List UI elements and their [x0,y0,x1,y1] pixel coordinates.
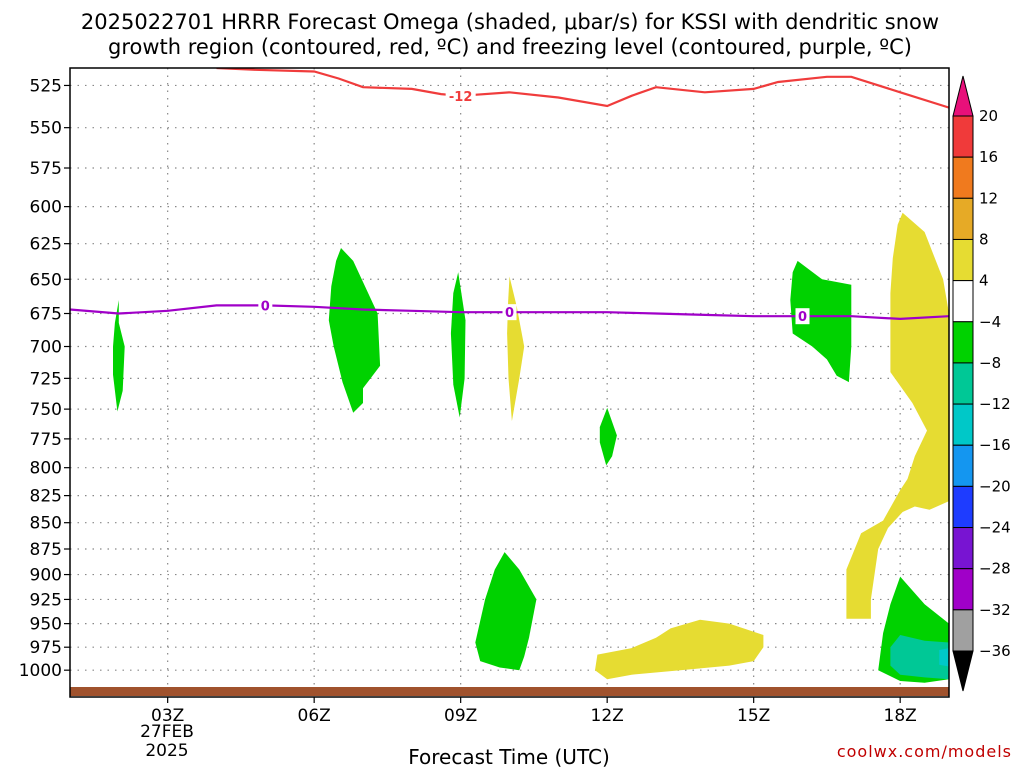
colorbar-band [952,197,974,240]
x-axis-title: Forecast Time (UTC) [408,745,610,768]
colorbar-label: −12 [979,395,1011,413]
y-tick-label: 650 [30,270,62,290]
omega-region [475,552,537,671]
y-tick-label: 625 [30,235,62,255]
y-tick-label: 800 [30,459,62,479]
omega-region [450,272,466,418]
contour-line [216,68,949,109]
omega-region [507,276,525,422]
y-tick-label: 750 [30,400,62,420]
x-tick-label: 06Z [298,706,331,726]
y-tick-label: 925 [30,590,62,610]
omega-region [328,248,381,413]
x-tick-label: 03Z [151,706,184,726]
omega-region [113,300,125,412]
colorbar-band [952,362,974,405]
y-tick-label: 725 [30,369,62,389]
y-tick-label: 775 [30,430,62,450]
credit-text: coolwx.com/models [837,742,1012,761]
temperature-contours: -12 0 0 0 [70,68,949,325]
colorbar-label: −32 [979,601,1011,619]
colorbar-legend: 20 16 12 8 4 −4 −8 −12 −16 −20 −24 −28 −32 −36 [952,75,1011,692]
y-tick-label: 825 [30,487,62,507]
colorbar-label: −24 [979,519,1011,537]
colorbar-label: 4 [979,272,989,290]
x-tick-label: 12Z [591,706,624,726]
x-tick-label: 15Z [737,706,770,726]
plot-border [69,67,950,698]
colorbar-bottom-arrow [952,650,974,692]
y-tick-label: 850 [30,514,62,534]
y-tick-label: 900 [30,566,62,586]
colorbar-band [952,156,974,199]
colorbar-band [952,485,974,529]
colorbar-label: −20 [979,477,1011,495]
y-tick-label: 1000 [19,661,62,681]
y-tick-label: 575 [30,159,62,179]
contour-label-background [502,304,517,321]
y-tick-label: 975 [30,638,62,658]
colorbar-label: 8 [979,230,989,248]
colorbar-label: −28 [979,560,1011,578]
contour-label: 0 [261,299,270,314]
date-label-year: 2025 [145,741,188,761]
colorbar-label: −36 [979,642,1011,660]
colorbar-band [952,321,974,364]
colorbar-label: 20 [979,107,998,125]
y-tick-label: 675 [30,305,62,325]
y-tick-label: 700 [30,338,62,358]
omega-region [890,635,949,680]
colorbar-band [952,280,974,323]
contour-label: 0 [505,306,514,321]
y-tick-label: 600 [30,198,62,218]
date-label-month: 27FEB [140,722,194,742]
omega-region [790,260,852,383]
y-tick-label: 525 [30,76,62,96]
colorbar-band [952,568,974,611]
omega-region [599,407,617,466]
colorbar-band [952,115,974,158]
contour-label-background [795,308,810,325]
contour-label: 0 [798,310,807,325]
omega-shaded-regions [113,212,949,683]
colorbar-band [952,444,974,487]
colorbar-label: 12 [979,189,998,207]
chart-title-line1: 2025022701 HRRR Forecast Omega (shaded, … [81,10,939,34]
colorbar-label: −8 [979,354,1001,372]
contour-label-background [445,87,476,104]
ground-surface [70,687,949,696]
x-tick-label: 18Z [884,706,917,726]
y-axis-ticks: 525 550 575 600 625 650 675 700 725 750 775 800 825 8… [19,76,70,681]
contour-label: -12 [449,90,473,105]
contour-label-background [258,297,273,314]
colorbar-band [952,403,974,446]
colorbar-label: −16 [979,436,1011,454]
colorbar-band [952,238,974,282]
colorbar-top-arrow [952,75,974,117]
x-axis-ticks: 03Z 06Z 09Z 12Z 15Z 18Z [151,697,917,726]
colorbar-label: −4 [979,313,1001,331]
omega-region [846,212,949,619]
y-tick-label: 950 [30,615,62,635]
chart-title-line2: growth region (contoured, red, ºC) and f… [108,35,912,59]
omega-region [595,619,764,680]
y-tick-label: 550 [30,119,62,139]
colorbar-band [952,609,974,652]
x-tick-label: 09Z [444,706,477,726]
colorbar-label: 16 [979,148,998,166]
colorbar-band [952,527,974,570]
y-tick-label: 875 [30,540,62,560]
plot-frame [69,67,950,698]
omega-region [939,648,949,667]
